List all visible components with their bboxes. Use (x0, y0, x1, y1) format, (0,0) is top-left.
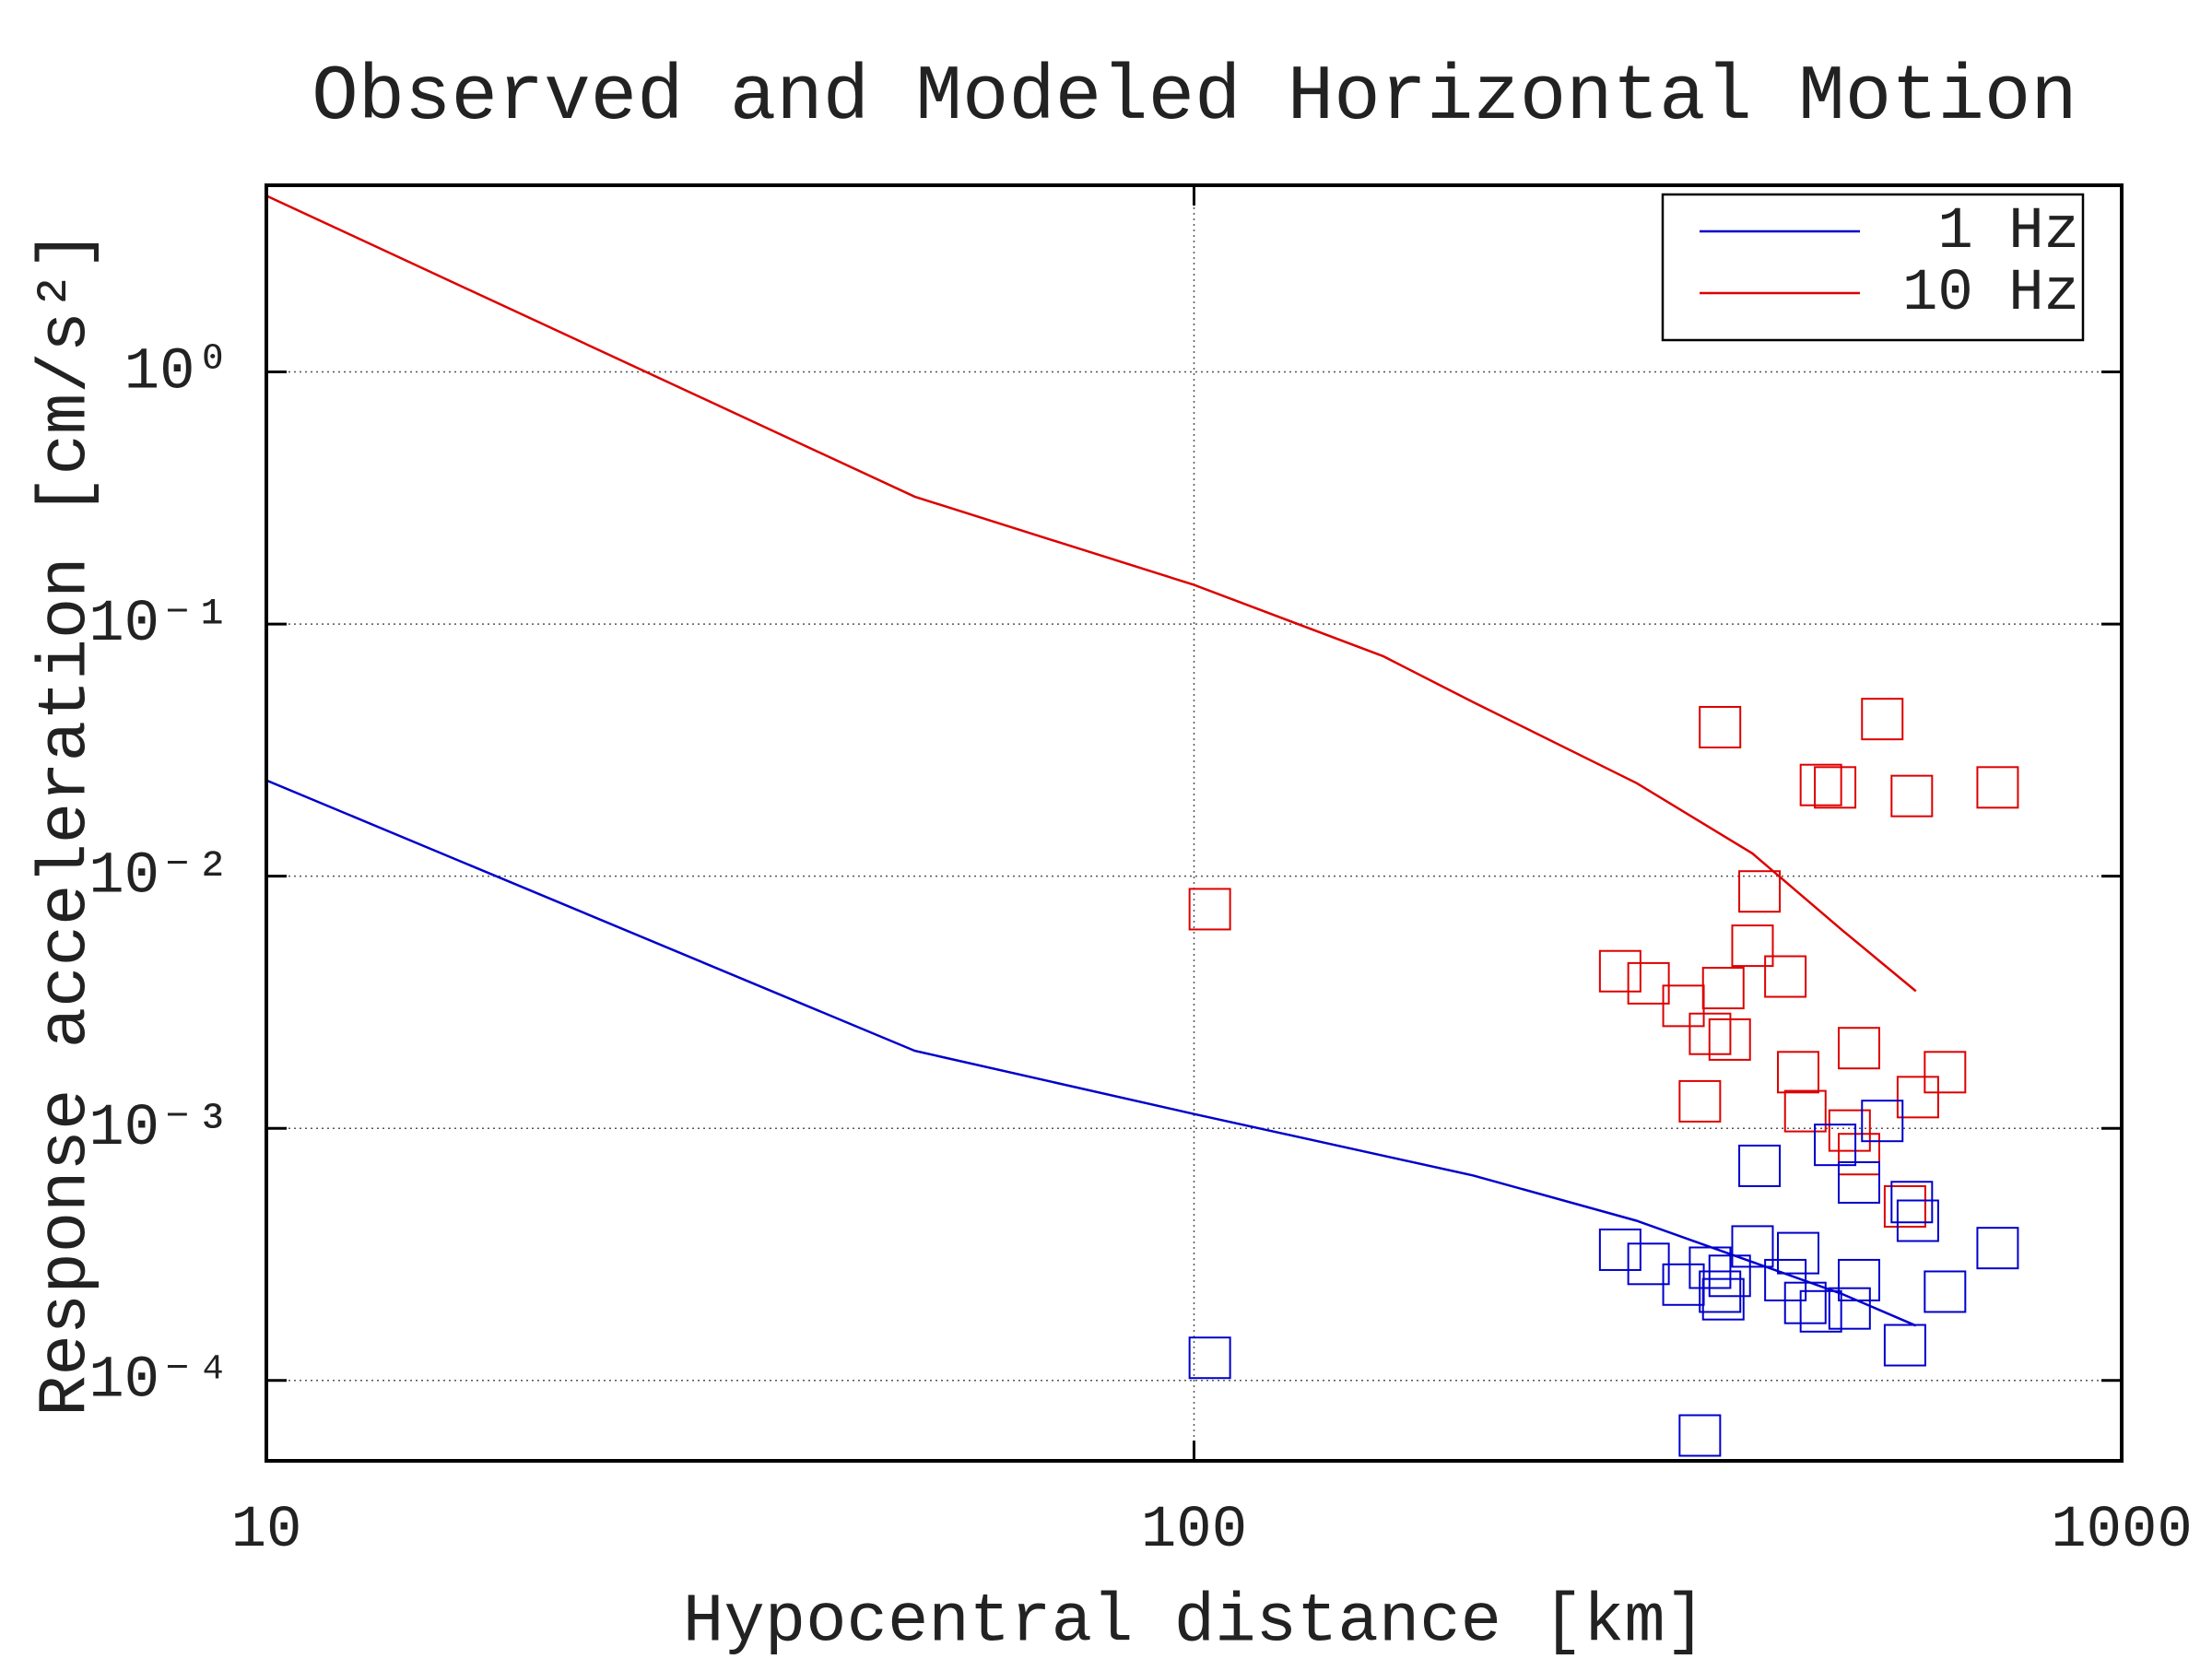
y-tick-label: 10⁻³ (88, 1096, 230, 1162)
square-marker (1678, 1414, 1722, 1457)
model-line (266, 194, 1917, 993)
square-marker (1708, 1018, 1751, 1061)
square-marker (1976, 766, 2019, 809)
square-marker (1764, 955, 1807, 998)
square-marker (1783, 1089, 1827, 1133)
square-marker (1837, 1160, 1880, 1204)
square-marker (1896, 1199, 1939, 1242)
y-tick-label: 10⁻¹ (88, 592, 230, 658)
legend-label: 1 Hz (1937, 199, 2079, 265)
x-tick-label: 1000 (2051, 1498, 2193, 1564)
square-marker (1188, 1336, 1231, 1380)
plot-area (266, 194, 2019, 1457)
y-axis-label: Response acceleration [cm/s²] (29, 229, 106, 1417)
y-tick-label: 10⁻⁴ (88, 1348, 230, 1415)
square-marker (1701, 967, 1745, 1010)
square-marker (1896, 1076, 1939, 1119)
square-marker (1861, 698, 1904, 741)
square-marker (1837, 1133, 1880, 1176)
square-marker (1837, 1027, 1880, 1070)
square-marker (1699, 705, 1742, 748)
square-marker (1731, 924, 1774, 968)
square-marker (1924, 1270, 1967, 1313)
square-marker (1924, 1051, 1967, 1094)
y-tick-label: 10⁰ (124, 339, 230, 406)
square-marker (1814, 766, 1857, 809)
y-tick-label: 10⁻² (88, 844, 230, 911)
square-marker (1783, 1281, 1827, 1324)
plot-frame (265, 183, 2124, 1463)
square-marker (1188, 888, 1231, 931)
square-marker (1976, 1227, 2019, 1270)
square-marker (1699, 1270, 1742, 1313)
square-marker (1627, 961, 1670, 1005)
square-marker (1883, 1184, 1926, 1228)
square-marker (1678, 1079, 1722, 1123)
square-marker (1828, 1287, 1871, 1330)
model-line (266, 779, 1917, 1327)
square-marker (1662, 984, 1705, 1028)
square-marker (1828, 1109, 1871, 1152)
square-marker (1861, 1100, 1904, 1143)
square-marker (1598, 949, 1641, 993)
square-marker (1777, 1231, 1820, 1275)
square-marker (1738, 870, 1782, 913)
square-marker (1890, 774, 1934, 818)
square-marker (1708, 1254, 1751, 1298)
square-marker (1814, 1124, 1857, 1167)
square-marker (1738, 1144, 1782, 1187)
square-marker (1837, 1258, 1880, 1301)
square-marker (1777, 1051, 1820, 1094)
square-marker (1799, 1289, 1842, 1333)
square-marker (1598, 1228, 1641, 1271)
square-marker (1701, 1277, 1745, 1321)
square-marker (1799, 763, 1842, 806)
square-marker (1890, 1181, 1934, 1224)
x-tick-label: 10 (231, 1498, 302, 1564)
chart-title: Observed and Modeled Horizontal Motion (312, 54, 2077, 142)
x-axis-label: Hypocentral distance [km] (683, 1584, 1706, 1659)
square-marker (1731, 1225, 1774, 1268)
legend-box (1661, 193, 2085, 342)
x-tick-label: 100 (1141, 1498, 1247, 1564)
square-marker (1883, 1324, 1926, 1367)
legend-label: 10 Hz (1902, 261, 2079, 327)
